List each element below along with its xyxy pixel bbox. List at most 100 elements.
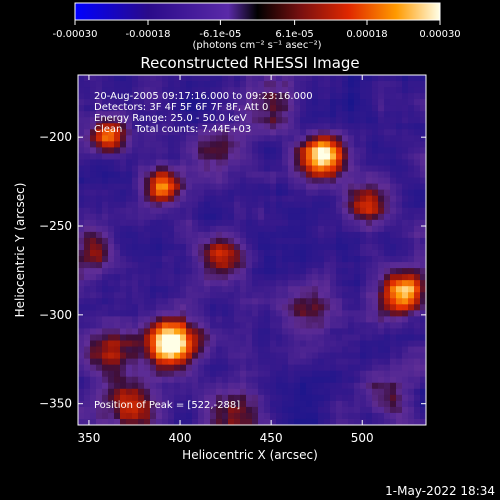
heatmap-cell [252, 75, 259, 82]
heatmap-cell [336, 280, 343, 287]
heatmap-cell [246, 382, 253, 390]
heatmap-cell [408, 147, 415, 155]
heatmap-cell [288, 382, 295, 390]
heatmap-cell [168, 171, 175, 179]
heatmap-cell [288, 93, 295, 100]
heatmap-cell [378, 141, 385, 149]
heatmap-cell [258, 286, 265, 293]
heatmap-cell [342, 87, 349, 94]
heatmap-cell [90, 406, 97, 414]
heatmap-cell [78, 171, 85, 179]
heatmap-cell [144, 243, 151, 251]
heatmap-cell [210, 105, 217, 112]
heatmap-cell [96, 159, 103, 167]
heatmap-cell [234, 358, 241, 366]
heatmap-cell [90, 316, 97, 324]
heatmap-cell [360, 213, 367, 221]
heatmap-cell [150, 358, 157, 366]
colorbar-ticks: -0.00030 -0.00018 -6.1e-05 6.1e-05 0.00018 0.… [53, 20, 461, 40]
heatmap-cell [396, 412, 403, 420]
heatmap-cell [408, 81, 415, 88]
heatmap-cell [396, 370, 403, 378]
heatmap-cell [102, 376, 109, 384]
heatmap-cell [258, 225, 265, 233]
heatmap-cell [372, 364, 379, 372]
heatmap-cell [282, 87, 289, 94]
heatmap-cell [84, 322, 91, 330]
heatmap-cell [210, 322, 217, 330]
heatmap-cell [306, 93, 313, 100]
heatmap-cell [312, 129, 319, 136]
heatmap-cell [294, 286, 301, 293]
heatmap-cell [408, 304, 415, 311]
heatmap-cell [300, 418, 307, 425]
heatmap-cell [198, 304, 205, 311]
heatmap-cell [264, 195, 271, 203]
heatmap-cell [264, 147, 271, 155]
heatmap-cell [108, 412, 115, 420]
heatmap-cell [372, 400, 379, 408]
heatmap-cell [222, 171, 229, 179]
heatmap-cell [336, 135, 343, 142]
heatmap-cell [282, 412, 289, 420]
heatmap-cell [84, 177, 91, 185]
heatmap-cell [150, 201, 157, 209]
heatmap-cell [366, 93, 373, 100]
heatmap-cell [312, 93, 319, 100]
heatmap-cell [156, 201, 163, 209]
heatmap-cell [294, 147, 301, 155]
heatmap-cell [180, 225, 187, 233]
heatmap-cell [108, 316, 115, 324]
heatmap-cell [138, 183, 145, 191]
heatmap-cell [228, 99, 235, 106]
heatmap-cell [138, 177, 145, 185]
heatmap-cell [96, 225, 103, 233]
heatmap-cell [282, 394, 289, 402]
heatmap-cell [90, 370, 97, 378]
heatmap-cell [216, 346, 223, 354]
heatmap-cell [180, 75, 187, 82]
heatmap-cell [318, 388, 325, 396]
heatmap-cell [354, 81, 361, 88]
heatmap-cell [378, 201, 385, 209]
heatmap-cell [228, 243, 235, 251]
heatmap-cell [348, 147, 355, 155]
heatmap-cell [120, 298, 127, 305]
heatmap-cell [408, 328, 415, 336]
heatmap-cell [156, 81, 163, 88]
heatmap-cell [132, 201, 139, 209]
heatmap-cell [360, 165, 367, 173]
heatmap-cell [120, 274, 127, 281]
heatmap-cell [348, 123, 355, 130]
heatmap-cell [246, 111, 253, 118]
heatmap-cell [420, 322, 426, 330]
heatmap-cell [168, 346, 175, 354]
heatmap-cell [402, 376, 409, 384]
heatmap-cell [348, 81, 355, 88]
heatmap-cell [204, 328, 211, 336]
heatmap-cell [378, 250, 385, 257]
heatmap-cell [180, 292, 187, 299]
heatmap-cell [378, 382, 385, 390]
heatmap-cell [120, 334, 127, 342]
heatmap-cell [168, 286, 175, 293]
heatmap-cell [336, 111, 343, 118]
heatmap-cell [330, 207, 337, 215]
heatmap-cell [174, 243, 181, 251]
heatmap-cell [312, 189, 319, 197]
heatmap-cell [396, 189, 403, 197]
heatmap-cell [216, 231, 223, 239]
heatmap-cell [222, 394, 229, 402]
heatmap-cell [96, 87, 103, 94]
heatmap-cell [264, 219, 271, 227]
heatmap-cell [132, 406, 139, 414]
heatmap-cell [414, 177, 421, 185]
heatmap-cell [84, 99, 91, 106]
heatmap-cell [198, 250, 205, 257]
heatmap-cell [240, 334, 247, 342]
heatmap-cell [204, 352, 211, 360]
heatmap-cell [402, 346, 409, 354]
heatmap-cell [372, 418, 379, 425]
heatmap-cell [354, 183, 361, 191]
heatmap-cell [222, 165, 229, 173]
